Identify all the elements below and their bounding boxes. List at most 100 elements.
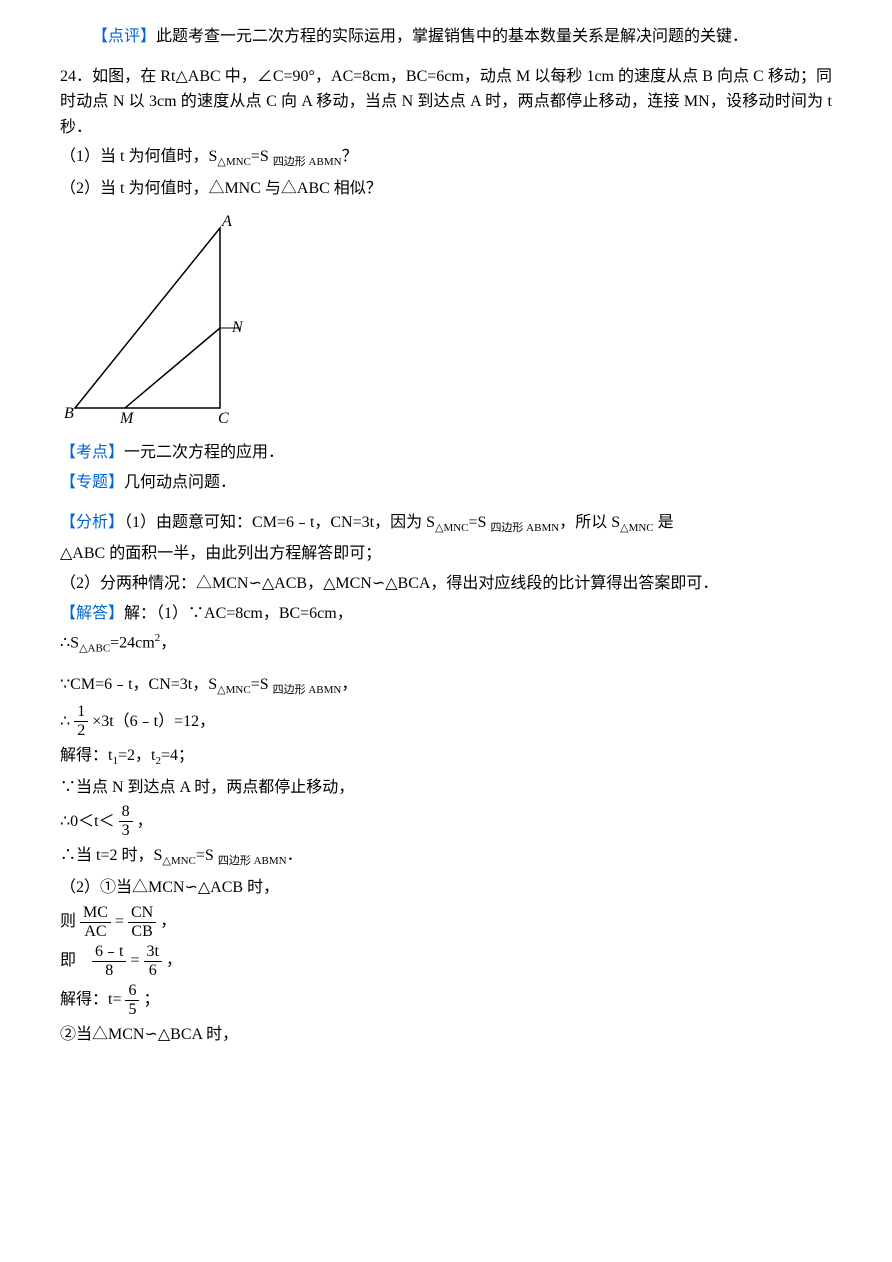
l10-den1: AC: [80, 923, 111, 940]
l11-frac2: 3t 6: [144, 944, 162, 979]
l3-sub1: △MNC: [217, 684, 251, 696]
l11-post: ，: [166, 948, 182, 974]
jieda-tag: 【解答】: [60, 605, 124, 622]
l12-post: ；: [143, 987, 159, 1013]
zhuanti-tag: 【专题】: [60, 474, 124, 491]
l8-sub1: △MNC: [162, 856, 196, 868]
l2a: ∴S: [60, 634, 79, 651]
l12-den: 5: [125, 1001, 139, 1018]
fenxi-mid: =S: [469, 514, 491, 531]
problem-intro: 24．如图，在 Rt△ABC 中，∠C=90°，AC=8cm，BC=6cm，动点…: [60, 64, 832, 141]
l5-end: =4；: [161, 747, 194, 764]
l10-num2: CN: [128, 905, 156, 923]
l2b: =24cm: [110, 634, 155, 651]
l11-den1: 8: [92, 962, 126, 979]
svg-text:A: A: [221, 213, 232, 230]
jieda-l12: 解得：t= 6 5 ；: [60, 983, 832, 1018]
q1-sub1: △MNC: [217, 157, 251, 169]
jieda-l3: ∵CM=6﹣t，CN=3t，S△MNC=S 四边形 ABMN，: [60, 672, 832, 700]
l12-num: 6: [125, 983, 139, 1001]
jieda-l9: （2）①当△MCN∽△ACB 时，: [60, 875, 832, 901]
l4-post: ×3t（6﹣t）=12，: [92, 709, 215, 735]
svg-text:C: C: [218, 410, 229, 427]
l4-frac: 1 2: [74, 704, 88, 739]
l10-frac1: MC AC: [80, 905, 111, 940]
fenxi-p1: 【分析】（1）由题意可知：CM=6﹣t，CN=3t，因为 S△MNC=S 四边形…: [60, 510, 832, 538]
jieda-l6: ∵当点 N 到达点 A 时，两点都停止移动，: [60, 775, 832, 801]
fenxi-sub1: △MNC: [435, 522, 469, 534]
l10-post: ，: [160, 909, 176, 935]
l5a: 解得：t: [60, 747, 112, 764]
q1-end: ？: [342, 148, 358, 165]
l11-num1: 6﹣t: [92, 944, 126, 962]
l7-pre: ∴0＜t＜: [60, 809, 115, 835]
fenxi-sub3: △MNC: [620, 522, 654, 534]
fenxi-p2: △ABC 的面积一半，由此列出方程解答即可；: [60, 541, 832, 567]
jieda-l13: ②当△MCN∽△BCA 时，: [60, 1022, 832, 1048]
l8a: ∴当 t=2 时，S: [60, 847, 162, 864]
jieda-l7: ∴0＜t＜ 8 3 ，: [60, 804, 832, 839]
jieda-l1-text: 解：（1）∵AC=8cm，BC=6cm，: [124, 605, 353, 622]
l11-frac1: 6﹣t 8: [92, 944, 126, 979]
review-paragraph: 【点评】此题考查一元二次方程的实际运用，掌握销售中的基本数量关系是解决问题的关键…: [60, 24, 832, 50]
l11-pre: 即: [60, 948, 76, 974]
l10-pre: 则: [60, 909, 76, 935]
l3a: ∵CM=6﹣t，CN=3t，S: [60, 676, 217, 693]
q1-mid: =S: [251, 148, 273, 165]
fenxi-p3: （2）分两种情况：△MCN∽△ACB，△MCN∽△BCA，得出对应线段的比计算得…: [60, 571, 832, 597]
l11-eq: =: [130, 948, 139, 974]
l2-sub: △ABC: [79, 643, 110, 655]
l12-pre: 解得：t=: [60, 987, 121, 1013]
problem-q1: （1）当 t 为何值时，S△MNC=S 四边形 ABMN？: [60, 144, 832, 172]
fenxi-p1b: ，所以 S: [559, 514, 620, 531]
kaodian-line: 【考点】一元二次方程的应用．: [60, 440, 832, 466]
l10-den2: CB: [128, 923, 156, 940]
l3-mid: =S: [251, 676, 273, 693]
kaodian-tag: 【考点】: [60, 444, 124, 461]
fenxi-tag: 【分析】: [60, 514, 124, 531]
review-text: 此题考查一元二次方程的实际运用，掌握销售中的基本数量关系是解决问题的关键．: [156, 28, 748, 45]
fenxi-p1a: （1）由题意可知：CM=6﹣t，CN=3t，因为 S: [124, 514, 435, 531]
l4-den: 2: [74, 722, 88, 739]
jieda-l4: ∴ 1 2 ×3t（6﹣t）=12，: [60, 704, 832, 739]
l7-num: 8: [119, 804, 133, 822]
jieda-l10: 则 MC AC = CN CB ，: [60, 905, 832, 940]
l3b: ，: [341, 676, 357, 693]
jieda-l8: ∴当 t=2 时，S△MNC=S 四边形 ABMN．: [60, 843, 832, 871]
triangle-figure: A B C M N: [60, 208, 832, 437]
review-tag: 【点评】: [92, 28, 156, 45]
zhuanti-line: 【专题】几何动点问题．: [60, 470, 832, 496]
l10-eq: =: [115, 909, 124, 935]
l8-mid: =S: [196, 847, 218, 864]
jieda-l2: ∴S△ABC=24cm2，: [60, 630, 832, 658]
l5-mid: =2，t: [118, 747, 155, 764]
problem-q2: （2）当 t 为何值时，△MNC 与△ABC 相似？: [60, 176, 832, 202]
l7-frac: 8 3: [119, 804, 133, 839]
l4-num: 1: [74, 704, 88, 722]
svg-text:M: M: [119, 410, 135, 427]
l7-post: ，: [137, 809, 153, 835]
l4-pre: ∴: [60, 709, 70, 735]
fenxi-sub2: 四边形 ABMN: [490, 522, 559, 534]
jieda-l1: 【解答】解：（1）∵AC=8cm，BC=6cm，: [60, 601, 832, 627]
q1-sub2: 四边形 ABMN: [273, 157, 342, 169]
l11-den2: 6: [144, 962, 162, 979]
zhuanti-text: 几何动点问题．: [124, 474, 236, 491]
document-page: 【点评】此题考查一元二次方程的实际运用，掌握销售中的基本数量关系是解决问题的关键…: [0, 0, 892, 1091]
fenxi-p1c: 是: [654, 514, 674, 531]
l10-num1: MC: [80, 905, 111, 923]
l12-frac: 6 5: [125, 983, 139, 1018]
l7-den: 3: [119, 822, 133, 839]
problem-number: 24．: [60, 68, 92, 85]
jieda-l11: 即 6﹣t 8 = 3t 6 ，: [60, 944, 832, 979]
kaodian-text: 一元二次方程的应用．: [124, 444, 284, 461]
l11-num2: 3t: [144, 944, 162, 962]
l10-frac2: CN CB: [128, 905, 156, 940]
l8-sub2: 四边形 ABMN: [218, 856, 287, 868]
q1-text-a: （1）当 t 为何值时，S: [60, 148, 217, 165]
svg-text:B: B: [64, 405, 74, 422]
l8b: ．: [287, 847, 303, 864]
l2c: ，: [160, 634, 176, 651]
svg-text:N: N: [231, 319, 244, 336]
problem-intro-text: 如图，在 Rt△ABC 中，∠C=90°，AC=8cm，BC=6cm，动点 M …: [60, 68, 832, 136]
